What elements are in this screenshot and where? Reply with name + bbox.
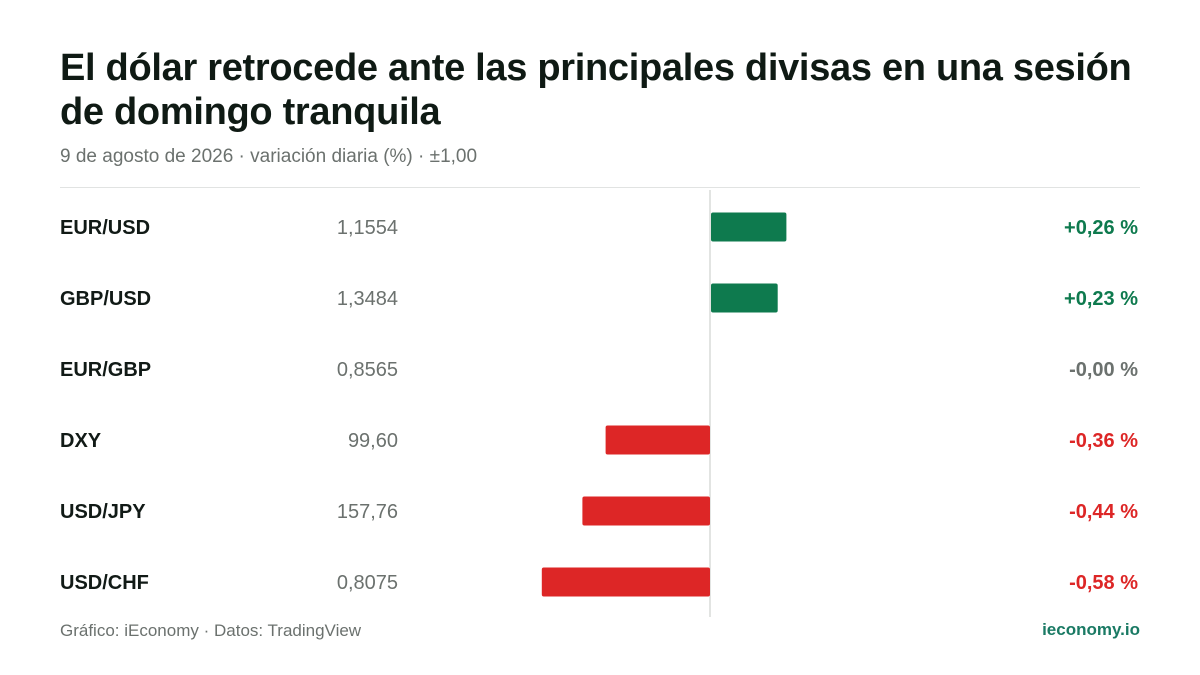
- change-bar: [605, 425, 710, 455]
- change-value-label: +0,26 %: [1064, 217, 1138, 239]
- pair-price: 0,8075: [337, 572, 398, 594]
- change-value-label: -0,44 %: [1069, 501, 1138, 523]
- pair-price: 1,1554: [337, 217, 398, 239]
- change-value-label: -0,00 %: [1069, 359, 1138, 381]
- pair-price: 157,76: [337, 501, 398, 523]
- chart-title: El dólar retrocede ante las principales …: [60, 47, 1132, 133]
- pair-label: EUR/USD: [60, 217, 150, 239]
- source-credit: Gráfico: iEconomy · Datos: TradingView: [60, 621, 362, 640]
- change-value-label: +0,23 %: [1064, 288, 1138, 310]
- change-value-label: -0,58 %: [1069, 572, 1138, 594]
- change-bar: [711, 283, 778, 313]
- pair-price: 0,8565: [337, 359, 398, 381]
- pair-price: 1,3484: [337, 288, 398, 310]
- pair-label: GBP/USD: [60, 288, 151, 310]
- pair-label: EUR/GBP: [60, 359, 151, 381]
- change-value-label: -0,36 %: [1069, 430, 1138, 452]
- change-bar: [582, 496, 710, 526]
- header-divider: [60, 187, 1140, 188]
- change-bar: [711, 212, 787, 242]
- chart-subtitle: 9 de agosto de 2026 · variación diaria (…: [60, 146, 478, 167]
- pair-price: 99,60: [348, 430, 398, 452]
- pair-label: USD/JPY: [60, 501, 146, 523]
- pair-label: DXY: [60, 430, 102, 452]
- change-bar: [541, 567, 710, 597]
- brand-link[interactable]: ieconomy.io: [1042, 620, 1140, 639]
- pair-label: USD/CHF: [60, 572, 149, 594]
